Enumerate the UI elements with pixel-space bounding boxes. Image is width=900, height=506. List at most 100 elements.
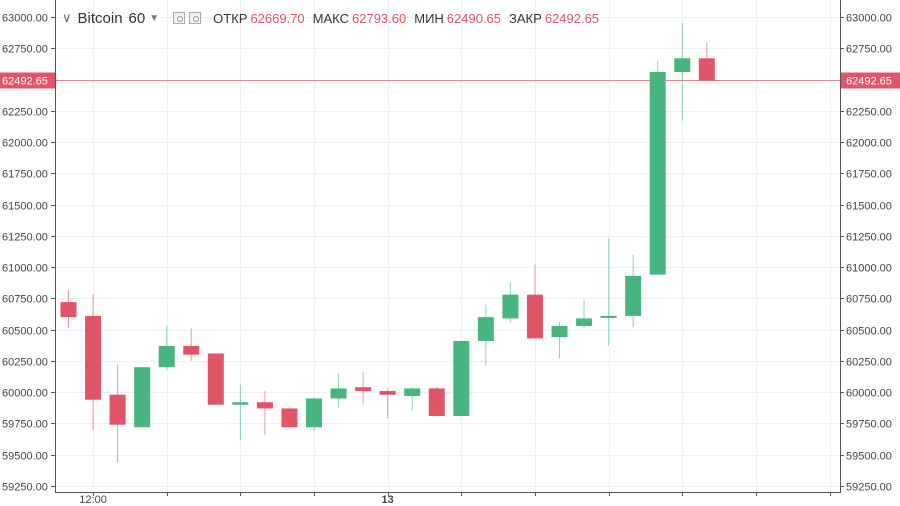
y-tick-label-right: 60500.00 <box>846 326 892 338</box>
y-tick-label-left: 59250.00 <box>2 482 48 494</box>
axes <box>55 0 841 493</box>
candle <box>526 264 543 339</box>
candle-body <box>526 294 543 339</box>
visibility-icon[interactable] <box>189 12 202 24</box>
y-tick-label-right: 59750.00 <box>846 419 892 431</box>
last-price-marker: 62492.65 62492.65 <box>0 72 900 89</box>
candle <box>477 304 494 366</box>
last-price-tag-right <box>841 72 900 89</box>
candle-body <box>207 353 224 405</box>
candle <box>330 373 347 408</box>
candle <box>183 328 200 361</box>
candle <box>232 384 249 440</box>
y-tick-label-left: 61250.00 <box>2 232 48 244</box>
y-tick-label-right: 62750.00 <box>846 44 892 56</box>
open-label: ОТКР <box>213 10 248 26</box>
candle <box>281 407 298 428</box>
low-value: 62490.65 <box>446 10 502 26</box>
y-tick-label-left: 60000.00 <box>2 388 48 400</box>
candle-body <box>698 58 715 81</box>
y-tick-label-right: 63000.00 <box>846 13 892 25</box>
candle-body <box>379 390 396 395</box>
y-tick-label-left: 63000.00 <box>2 13 48 25</box>
y-tick-label-left: 62000.00 <box>2 138 48 150</box>
y-tick-label-right: 60000.00 <box>846 388 892 400</box>
open-value: 62669.70 <box>250 10 305 26</box>
y-tick-label-left: 62250.00 <box>2 107 48 119</box>
candles <box>60 23 715 463</box>
interval-value[interactable]: 60 <box>128 9 146 27</box>
y-tick-label-right: 62000.00 <box>846 138 892 150</box>
chevron-down-icon[interactable]: ∨ <box>62 10 72 25</box>
y-tick-label-left: 61750.00 <box>2 169 48 181</box>
candle <box>306 397 322 431</box>
candle-body <box>551 325 568 338</box>
y-tick-label-left: 59750.00 <box>2 419 48 431</box>
candle-body <box>85 315 102 400</box>
close-label: ЗАКР <box>509 10 542 26</box>
candle-body <box>330 388 347 399</box>
y-tick-label-left: 60250.00 <box>2 357 48 369</box>
y-tick-label-right: 59500.00 <box>846 451 892 463</box>
x-tick-label: 13 <box>382 494 394 506</box>
y-tick-label-right: 61500.00 <box>846 201 892 213</box>
candle <box>698 42 715 81</box>
y-tick-label-right: 60750.00 <box>846 294 892 306</box>
candle-body <box>404 388 421 396</box>
candle <box>60 289 77 329</box>
y-tick-label-left: 61000.00 <box>2 263 48 275</box>
candle <box>256 390 273 435</box>
candle-body <box>256 402 273 409</box>
y-tick-label-right: 61000.00 <box>846 263 892 275</box>
candle-body <box>134 367 151 428</box>
candle <box>207 353 224 405</box>
candle-body <box>109 394 126 425</box>
candle <box>158 325 175 370</box>
y-tick-label-left: 62750.00 <box>2 44 48 56</box>
y-tick-label-right: 61250.00 <box>846 232 892 244</box>
candle <box>404 387 421 411</box>
last-price-label-right: 62492.65 <box>846 76 892 88</box>
candle <box>576 299 593 329</box>
candle <box>625 254 642 328</box>
candle-body <box>281 408 298 428</box>
candle <box>502 282 519 323</box>
high-value: 62793.60 <box>352 10 407 26</box>
candle-body <box>453 340 470 416</box>
candle-body <box>183 345 200 355</box>
candle <box>355 372 372 405</box>
candle <box>85 294 102 430</box>
candle-body <box>674 58 691 73</box>
candle-body <box>306 398 322 428</box>
x-tick-label: 12:00 <box>79 494 107 506</box>
candle-body <box>477 317 494 341</box>
candle-body <box>649 72 666 275</box>
candle-body <box>625 275 642 316</box>
candle <box>453 340 470 416</box>
chart-header: ∨ Bitcoin 60 ▼ ОТКР 62669.70 МАКС 62793.… <box>60 8 599 28</box>
y-tick-label-right: 59250.00 <box>846 482 892 494</box>
candle-body <box>158 345 175 368</box>
y-tick-label-right: 62250.00 <box>846 107 892 119</box>
last-price-tag-left <box>0 72 55 89</box>
candle-body <box>600 315 617 318</box>
grid <box>55 0 840 492</box>
candle <box>134 367 151 428</box>
candle <box>379 388 396 419</box>
candle-body <box>502 294 519 319</box>
candle <box>649 60 666 275</box>
y-tick-label-right: 60250.00 <box>846 357 892 369</box>
candle <box>551 322 568 359</box>
candle-body <box>60 302 77 318</box>
candle-body <box>576 318 593 326</box>
settings-icon[interactable] <box>173 12 186 24</box>
candle-body <box>428 388 445 416</box>
last-price-label-left: 62492.65 <box>2 76 48 88</box>
symbol-name[interactable]: Bitcoin <box>77 9 123 27</box>
y-tick-label-left: 59500.00 <box>2 451 48 463</box>
candle <box>674 23 691 121</box>
y-tick-label-left: 60750.00 <box>2 294 48 306</box>
dropdown-icon[interactable]: ▼ <box>149 12 160 24</box>
